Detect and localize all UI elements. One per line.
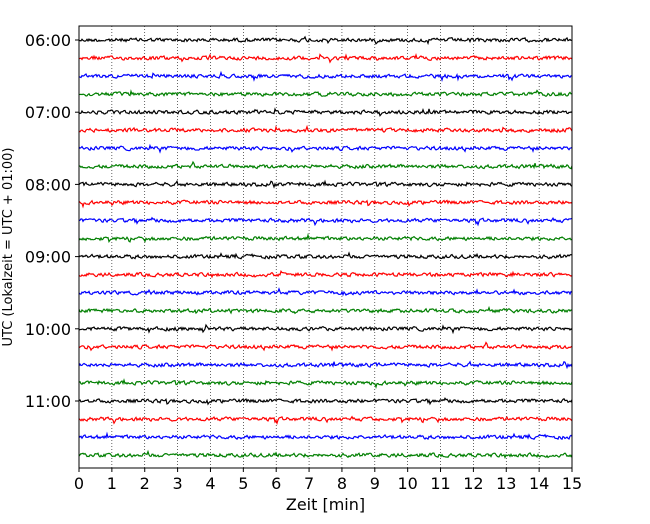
trace-0745 xyxy=(78,160,573,170)
y-tick-label: 06:00 xyxy=(25,31,71,50)
trace-layer xyxy=(78,35,573,460)
trace-0830 xyxy=(78,216,573,227)
trace-0930 xyxy=(78,287,573,297)
y-axis-ticks: 06:00 07:00 08:00 09:00 10:00 11:00 xyxy=(25,31,79,411)
trace-1045 xyxy=(78,378,573,389)
trace-0715 xyxy=(78,124,573,134)
y-tick-label: 09:00 xyxy=(25,248,71,267)
x-tick-label: 0 xyxy=(74,474,84,493)
trace-0615 xyxy=(78,53,573,64)
x-tick-label: 12 xyxy=(463,474,483,493)
x-tick-label: 14 xyxy=(529,474,549,493)
plot-frame xyxy=(78,25,573,469)
x-axis-label: Zeit [min] xyxy=(286,495,365,514)
trace-1000 xyxy=(78,323,573,335)
trace-0630 xyxy=(78,70,573,83)
x-tick-label: 2 xyxy=(140,474,150,493)
trace-1100 xyxy=(78,397,573,406)
x-tick-label: 13 xyxy=(496,474,516,493)
trace-0815 xyxy=(78,199,573,209)
trace-1145 xyxy=(78,449,573,460)
trace-1030 xyxy=(78,360,573,370)
x-tick-label: 15 xyxy=(562,474,582,493)
x-tick-label: 11 xyxy=(430,474,450,493)
trace-1130 xyxy=(78,431,573,441)
x-tick-label: 10 xyxy=(397,474,417,493)
x-tick-label: 1 xyxy=(107,474,117,493)
y-tick-label: 08:00 xyxy=(25,175,71,194)
x-tick-label: 8 xyxy=(337,474,347,493)
trace-0800 xyxy=(78,179,573,189)
trace-0915 xyxy=(78,270,573,279)
y-tick-label: 11:00 xyxy=(25,392,71,411)
trace-0700 xyxy=(78,107,573,117)
x-axis-ticks: 0 1 2 3 4 5 6 7 8 9 10 11 12 13 14 15 xyxy=(74,468,582,493)
trace-0600 xyxy=(78,35,573,46)
y-tick-label: 07:00 xyxy=(25,103,71,122)
y-tick-label: 10:00 xyxy=(25,320,71,339)
trace-1015 xyxy=(78,341,573,352)
y-axis-label: UTC (Lokalzeit = UTC + 01:00) xyxy=(1,148,16,347)
trace-1115 xyxy=(78,415,573,426)
x-tick-label: 6 xyxy=(271,474,281,493)
x-tick-label: 5 xyxy=(238,474,248,493)
trace-0845 xyxy=(78,232,573,243)
x-tick-label: 7 xyxy=(304,474,314,493)
trace-0730 xyxy=(78,143,573,154)
x-tick-label: 9 xyxy=(370,474,380,493)
trace-0945 xyxy=(78,305,573,315)
trace-0900 xyxy=(78,251,573,260)
x-tick-label: 4 xyxy=(205,474,215,493)
x-tick-label: 3 xyxy=(173,474,183,493)
trace-0645 xyxy=(78,89,573,98)
